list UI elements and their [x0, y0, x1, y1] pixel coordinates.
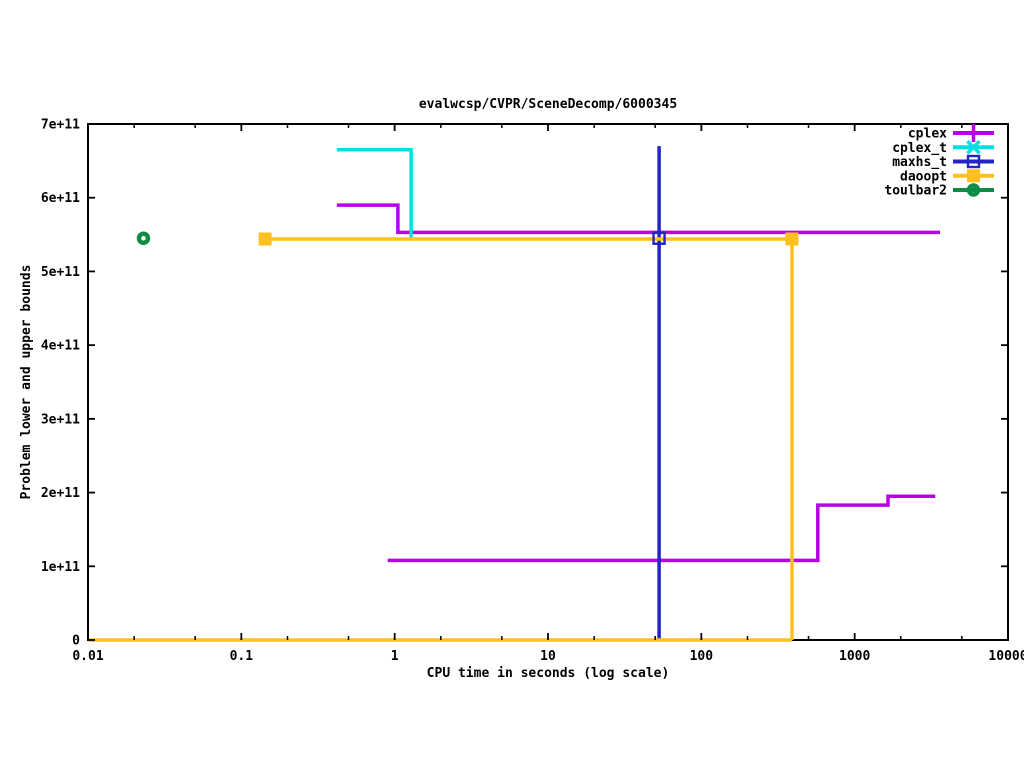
daoopt-upper-bound-marker — [258, 232, 272, 246]
y-axis-label: Problem lower and upper bounds — [19, 265, 34, 500]
x-tick-label: 1000 — [839, 649, 870, 664]
y-tick-label: 7e+11 — [41, 118, 80, 133]
filled-square-marker-icon — [967, 169, 980, 183]
x-tick-label: 10000 — [988, 649, 1024, 664]
legend-label-cplex: cplex — [908, 127, 947, 142]
open-circle-marker-icon — [966, 183, 981, 197]
chart-title: evalwcsp/CVPR/SceneDecomp/6000345 — [419, 97, 677, 112]
y-tick-label: 5e+11 — [41, 265, 80, 280]
plot-border — [87, 123, 1009, 641]
legend-label-daoopt: daoopt — [900, 169, 947, 184]
cplex_t-upper-bound-line — [336, 148, 413, 240]
legend-label-cplex_t: cplex_t — [892, 141, 947, 156]
x-tick-label: 10 — [540, 649, 556, 664]
y-tick-label: 2e+11 — [41, 486, 80, 501]
legend-label-maxhs_t: maxhs_t — [892, 155, 947, 170]
maxhs_t-bounds-marker — [652, 231, 666, 245]
cplex-upper-bound-line — [336, 203, 940, 235]
y-tick-label: 3e+11 — [41, 412, 80, 427]
daoopt-upper-bound-line — [265, 237, 794, 640]
x-axis-label: CPU time in seconds (log scale) — [427, 666, 670, 681]
daoopt-upper-bound-marker — [785, 232, 799, 246]
y-tick-label: 0 — [72, 634, 80, 649]
y-tick-label: 6e+11 — [41, 191, 80, 206]
plot-area: 0.01 0.1 1 10 100 1000 10000 0 1e+11 2e+11 3e+11 4e… — [41, 118, 1024, 665]
x-tick-label: 0.1 — [230, 649, 254, 664]
y-tick-label: 1e+11 — [41, 560, 80, 575]
x-tick-label: 0.01 — [72, 649, 103, 664]
x-tick-label: 1 — [391, 649, 399, 664]
y-tick-label: 4e+11 — [41, 339, 80, 354]
x-tick-label: 100 — [690, 649, 714, 664]
x-marker-icon — [966, 140, 981, 155]
toulbar2-bound-marker — [136, 231, 151, 246]
legend-label-toulbar2: toulbar2 — [884, 184, 947, 199]
open-square-marker-icon — [966, 154, 981, 169]
cplex-lower-bound-line — [387, 494, 936, 563]
